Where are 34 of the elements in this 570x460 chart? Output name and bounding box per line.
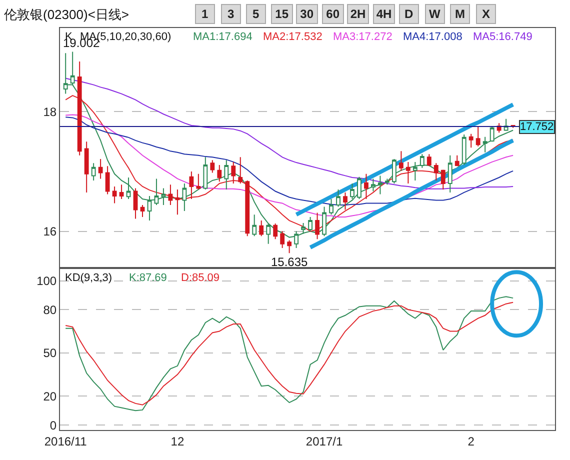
- text: D:85.09: [181, 272, 220, 284]
- text: K:87.69: [129, 272, 167, 284]
- text: W: [429, 7, 441, 21]
- text: 15: [275, 7, 289, 21]
- y-tick-label: 0: [50, 418, 57, 432]
- text: MA5:16.749: [473, 31, 532, 43]
- text: 5: [252, 7, 260, 21]
- text: 1: [202, 7, 208, 21]
- y-tick-label: 20: [43, 389, 57, 404]
- text: 30: [300, 7, 314, 21]
- x-tick-label: 2: [468, 434, 475, 448]
- text: MA2:17.532: [263, 31, 322, 43]
- text: D: [404, 7, 414, 21]
- chart-title: 伦敦银(02300)<日线>: [4, 7, 129, 22]
- text: MA3:17.272: [333, 31, 392, 43]
- x-tick-label: 12: [170, 434, 184, 448]
- y-tick-label: 80: [43, 302, 57, 317]
- text: MA1:17.694: [193, 31, 252, 43]
- y-tick-label: 100: [36, 274, 57, 288]
- x-tick-label: 2017/1: [306, 434, 343, 448]
- text: X: [482, 7, 490, 21]
- x-tick-label: 2016/11: [44, 434, 88, 448]
- text: 60: [326, 7, 340, 21]
- text: 4H: [376, 7, 392, 21]
- y-tick-label: 18: [43, 104, 57, 119]
- text: M: [455, 7, 465, 21]
- y-tick-label: 50: [43, 346, 57, 360]
- ref-line-label: 17.752: [520, 121, 554, 133]
- text: MA4:17.008: [403, 31, 462, 43]
- annotation: 15.635: [271, 255, 308, 269]
- y-tick-label: 16: [43, 224, 57, 239]
- text: 2H: [350, 7, 366, 21]
- text: 3: [228, 7, 234, 21]
- annotation: KD(9,3,3): [65, 272, 112, 284]
